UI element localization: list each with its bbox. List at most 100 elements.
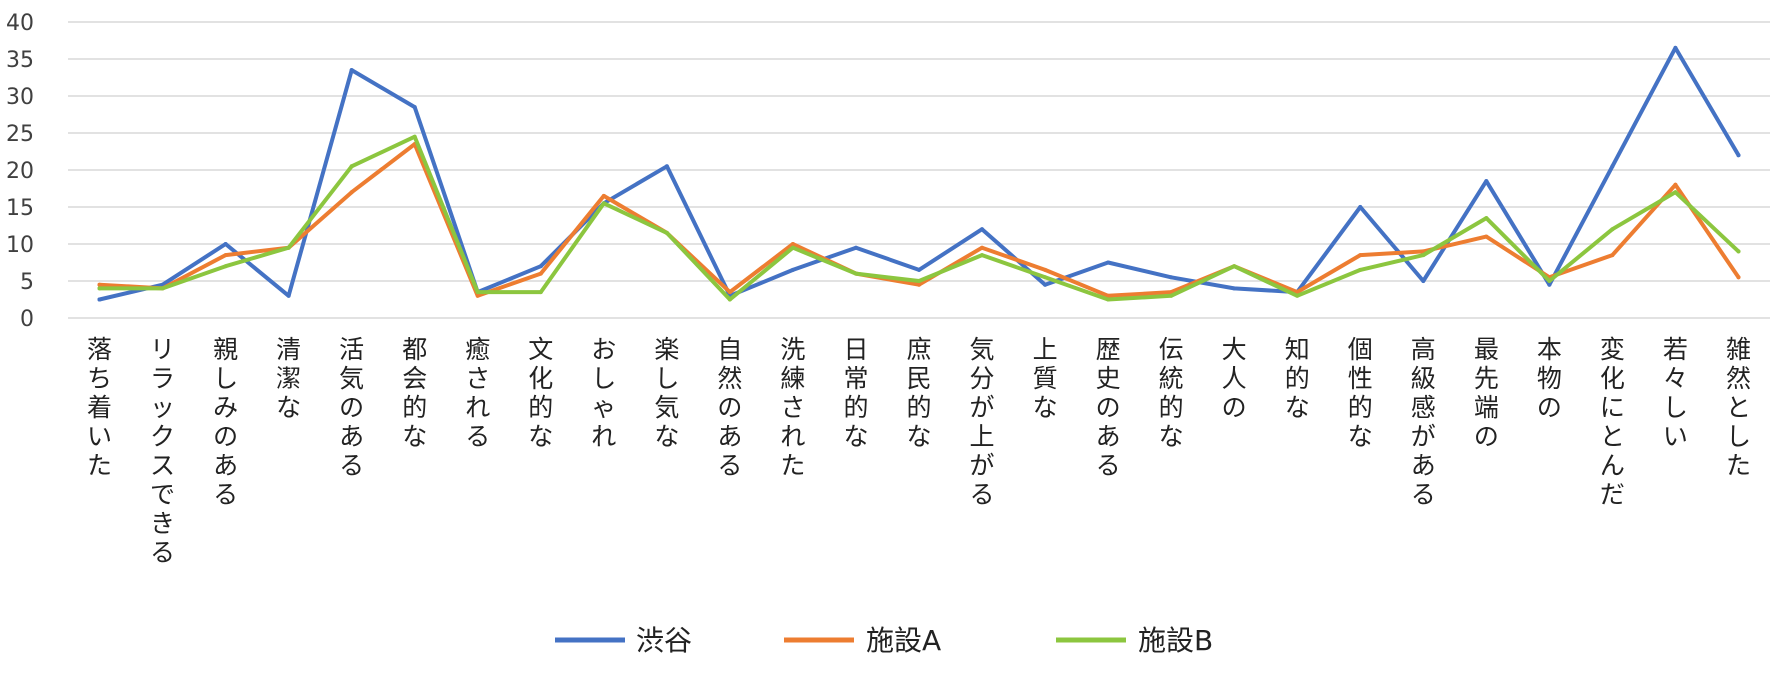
x-tick-label: リラックスできる <box>150 335 175 567</box>
data-point <box>1484 179 1489 184</box>
x-tick-label: おしゃれ <box>591 335 616 451</box>
data-point <box>1106 297 1111 302</box>
data-point <box>790 242 795 246</box>
data-point <box>1547 279 1552 283</box>
data-point <box>1736 275 1741 280</box>
y-tick-label: 10 <box>6 233 34 258</box>
x-tick-label: 若々しい <box>1663 335 1688 451</box>
data-point <box>1232 264 1237 269</box>
data-point <box>601 201 606 206</box>
data-point <box>286 245 291 250</box>
data-point <box>538 264 543 269</box>
data-point <box>1610 227 1615 232</box>
y-tick-label: 5 <box>20 270 34 295</box>
y-tick-label: 35 <box>6 48 34 73</box>
data-point <box>853 245 858 250</box>
data-point <box>853 271 858 276</box>
data-point <box>286 293 291 298</box>
data-point <box>1295 293 1300 298</box>
data-point <box>1673 45 1678 50</box>
data-point <box>1547 282 1552 287</box>
legend-label-1: 施設A <box>866 624 941 657</box>
x-tick-label: 本物の <box>1537 335 1562 422</box>
data-point <box>97 297 102 302</box>
data-point <box>160 286 165 291</box>
y-tick-label: 15 <box>6 196 34 221</box>
x-axis: 落ち着いた リラックスできる 親しみのある 清潔な 活気のある 都会的な 癒される 文化的な お… <box>87 335 1751 567</box>
data-point <box>1673 182 1678 187</box>
data-point <box>349 190 354 195</box>
legend-label-2: 施設B <box>1138 624 1213 657</box>
data-point <box>601 193 606 198</box>
y-tick-label: 40 <box>6 11 34 36</box>
x-tick-label: 庶民的な <box>906 335 931 451</box>
data-point <box>223 264 228 269</box>
data-point <box>980 253 985 258</box>
data-point <box>1043 267 1048 272</box>
data-point <box>664 230 669 235</box>
y-tick-label: 25 <box>6 122 34 147</box>
x-tick-label: 癒される <box>465 335 490 451</box>
x-tick-label: 高級感がある <box>1411 335 1436 509</box>
series-line-1 <box>97 142 1741 298</box>
x-tick-label: 変化にとんだ <box>1600 335 1625 509</box>
y-axis: 0 5 10 15 20 25 30 35 40 <box>6 11 34 332</box>
data-point <box>97 286 102 291</box>
y-tick-label: 20 <box>6 159 34 184</box>
data-point <box>1610 164 1615 169</box>
data-point <box>727 290 732 295</box>
legend-label-0: 渋谷 <box>636 624 692 657</box>
data-point <box>1358 267 1363 272</box>
data-point <box>412 105 417 110</box>
x-tick-label: 歴史のある <box>1096 335 1121 480</box>
y-tick-label: 0 <box>20 307 34 332</box>
data-point <box>538 271 543 276</box>
data-point <box>664 164 669 169</box>
data-point <box>538 290 543 295</box>
x-tick-label: 親しみのある <box>213 335 238 509</box>
x-tick-label: 自然のある <box>717 335 742 480</box>
data-point <box>1358 253 1363 258</box>
data-point <box>349 164 354 169</box>
data-point <box>1169 275 1174 280</box>
x-tick-label: 文化的な <box>528 335 553 451</box>
x-tick-label: 洗練された <box>780 335 805 480</box>
x-tick-label: 上質な <box>1033 335 1058 422</box>
data-point <box>1106 293 1111 298</box>
data-point <box>97 282 102 287</box>
data-point <box>223 253 228 258</box>
data-point <box>475 290 480 295</box>
data-point <box>727 297 732 302</box>
x-tick-label: 清潔な <box>276 335 301 422</box>
gridlines <box>68 21 1770 319</box>
y-tick-label: 30 <box>6 85 34 110</box>
data-point <box>1421 279 1426 283</box>
series-line-2 <box>97 134 1741 302</box>
legend: 渋谷 施設A 施設B <box>555 624 1213 657</box>
x-tick-label: 日常的な <box>843 335 868 451</box>
x-tick-label: 最先端の <box>1474 335 1499 451</box>
x-tick-label: 個性的な <box>1348 335 1373 451</box>
x-tick-label: 雑然とした <box>1726 335 1751 480</box>
data-point <box>1169 293 1174 298</box>
data-point <box>412 134 417 139</box>
data-point <box>1106 260 1111 265</box>
x-tick-label: 落ち着いた <box>87 335 112 480</box>
data-point <box>475 293 480 298</box>
data-point <box>1736 153 1741 158</box>
x-tick-label: 楽し気な <box>654 335 679 451</box>
x-tick-label: 知的な <box>1285 335 1310 422</box>
x-tick-label: 大人の <box>1222 335 1247 422</box>
x-tick-label: 都会的な <box>402 335 427 451</box>
data-point <box>1484 234 1489 239</box>
data-point <box>1358 205 1363 209</box>
data-point <box>980 245 985 250</box>
data-point <box>1421 253 1426 258</box>
data-point <box>917 267 921 272</box>
data-point <box>790 245 795 250</box>
data-point <box>1232 286 1237 291</box>
data-point <box>917 279 921 283</box>
data-point <box>1736 249 1741 254</box>
data-point <box>223 242 228 246</box>
